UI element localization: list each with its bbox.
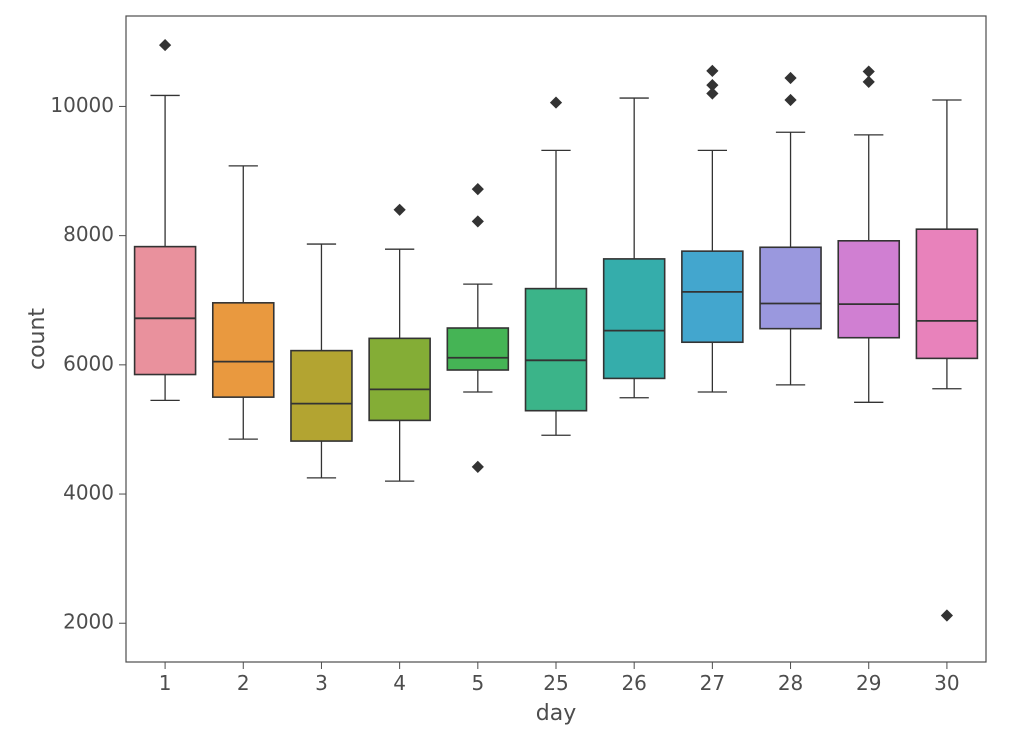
x-tick-label: 4 <box>393 671 406 695</box>
box-30 <box>916 100 977 622</box>
y-tick-label: 4000 <box>63 481 114 505</box>
box-rect <box>369 338 430 420</box>
outlier-marker <box>472 461 484 473</box>
box-rect <box>916 229 977 358</box>
outlier-marker <box>706 65 718 77</box>
x-tick-label: 3 <box>315 671 328 695</box>
box-25 <box>526 96 587 435</box>
box-rect <box>838 241 899 338</box>
y-tick-label: 2000 <box>63 610 114 634</box>
box-rect <box>291 351 352 441</box>
box-rect <box>135 247 196 375</box>
x-tick-label: 30 <box>934 671 959 695</box>
box-4 <box>369 204 430 481</box>
outlier-marker <box>706 87 718 99</box>
box-2 <box>213 166 274 439</box>
box-rect <box>213 303 274 397</box>
y-tick-label: 8000 <box>63 222 114 246</box>
outlier-marker <box>394 204 406 216</box>
chart-svg: 2000 4000 6000 8000 10000 1 2 3 4 5 25 26 27 28 29 30 da… <box>0 0 1010 740</box>
boxplot-chart: 2000 4000 6000 8000 10000 1 2 3 4 5 25 26 27 28 29 30 da… <box>0 0 1010 740</box>
box-rect <box>447 328 508 370</box>
y-tick-label: 10000 <box>50 93 114 117</box>
box-27 <box>682 65 743 392</box>
outlier-marker <box>784 94 796 106</box>
outlier-marker <box>159 39 171 51</box>
outlier-marker <box>550 96 562 108</box>
box-1 <box>135 39 196 400</box>
x-tick-label: 25 <box>543 671 568 695</box>
box-rect <box>760 247 821 328</box>
box-26 <box>604 98 665 398</box>
box-rect <box>526 289 587 411</box>
x-axis-label: day <box>536 701 576 726</box>
x-tick-label: 5 <box>471 671 484 695</box>
x-tick-label: 1 <box>159 671 172 695</box>
box-rect <box>604 259 665 379</box>
outlier-marker <box>941 609 953 621</box>
x-tick-label: 26 <box>621 671 646 695</box>
box-rect <box>682 251 743 342</box>
outlier-marker <box>863 76 875 88</box>
outlier-marker <box>472 215 484 227</box>
y-axis-label: count <box>25 308 50 370</box>
x-tick-label: 2 <box>237 671 250 695</box>
box-28 <box>760 72 821 385</box>
x-tick-label: 29 <box>856 671 881 695</box>
x-tick-label: 28 <box>778 671 803 695</box>
outlier-marker <box>472 183 484 195</box>
box-3 <box>291 244 352 478</box>
y-tick-label: 6000 <box>63 351 114 375</box>
outlier-marker <box>784 72 796 84</box>
box-29 <box>838 65 899 402</box>
x-tick-label: 27 <box>700 671 725 695</box>
box-5 <box>447 183 508 473</box>
